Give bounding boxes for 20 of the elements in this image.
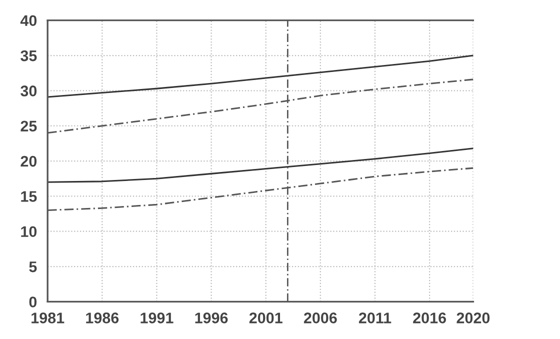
y-tick-label: 10 [21, 226, 37, 238]
y-tick-label: 20 [20, 156, 37, 167]
y-tick-label: 0 [29, 296, 37, 308]
y-tick-label: 30 [20, 86, 37, 96]
x-tick-label: 2016 [413, 312, 446, 324]
x-tick-label: 1981 [32, 312, 64, 324]
line-series [48, 148, 474, 183]
x-tick-label: 2001 [249, 312, 282, 324]
line-series [48, 54, 474, 98]
x-tick-label: 1996 [195, 312, 228, 324]
y-tick-label: 35 [20, 50, 37, 62]
x-tick-label: 2006 [304, 312, 337, 324]
y-tick-label: 40 [20, 15, 37, 26]
y-tick-label: 15 [21, 191, 37, 202]
x-tick-label: 2011 [358, 312, 392, 324]
x-tick-label: 1986 [86, 312, 119, 324]
x-tick-label: 2020 [456, 312, 490, 324]
y-tick-label: 5 [29, 262, 37, 272]
y-tick-label: 25 [20, 120, 37, 132]
x-tick-label: 1991 [140, 312, 174, 324]
